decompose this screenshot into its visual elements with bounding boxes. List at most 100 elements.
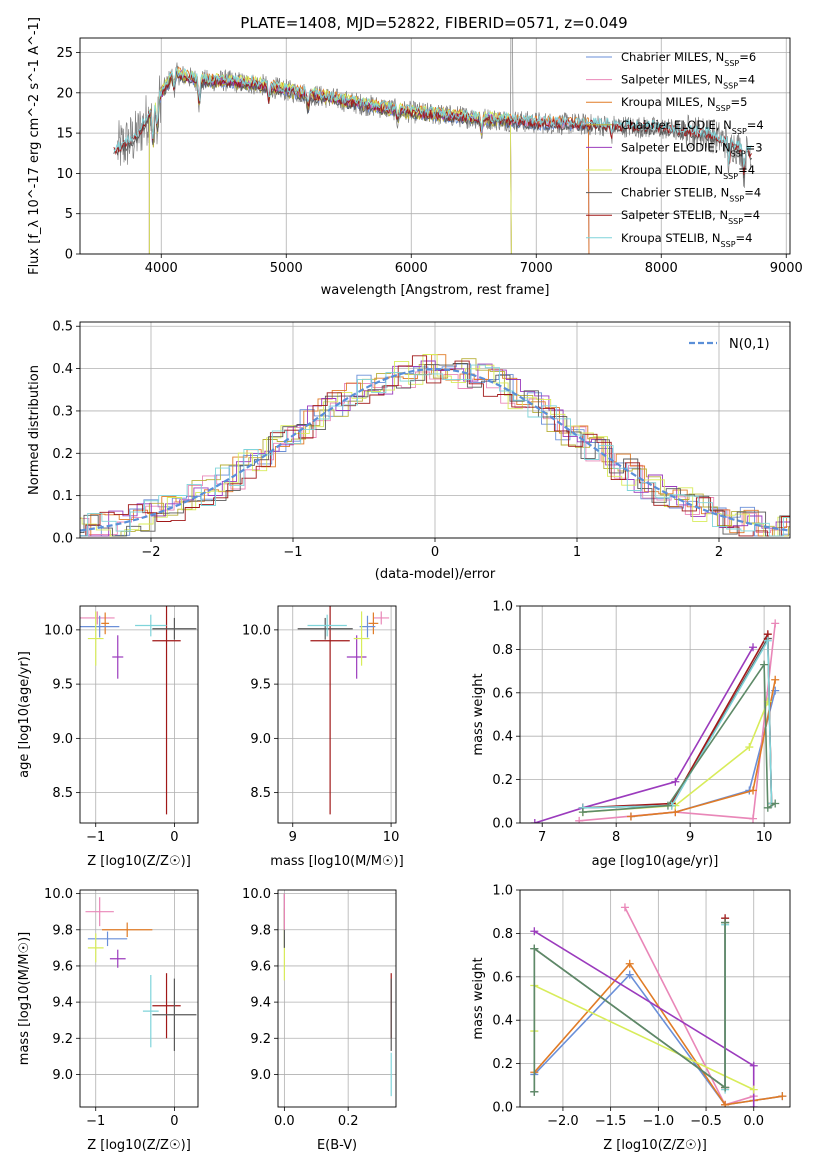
mass_vs_Z-frame xyxy=(79,889,199,1108)
plus-marker xyxy=(625,970,634,979)
x-tick-label: 4000 xyxy=(145,261,178,276)
y-tick-label: 9.6 xyxy=(250,959,271,974)
figure-title: PLATE=1408, MJD=52822, FIBERID=0571, z=0… xyxy=(240,14,627,32)
legend-entry: Salpeter ELODIE, NSSP=3 xyxy=(621,140,763,158)
x-tick-label: 0.2 xyxy=(338,1114,359,1129)
x-tick-label: 9 xyxy=(686,830,694,845)
legend-subscript: SSP xyxy=(728,217,743,226)
y-tick-label: 0.2 xyxy=(492,773,513,788)
y-tick-label: 9.0 xyxy=(52,732,73,747)
model-line-chabrier-elodie xyxy=(148,73,512,254)
plus-marker xyxy=(745,743,754,752)
x-tick-label: 10 xyxy=(756,830,773,845)
y-tick-label: 9.0 xyxy=(250,1068,271,1083)
plus-marker xyxy=(575,816,584,823)
mass_vs_EBV-x-label: E(B-V) xyxy=(317,1138,357,1153)
x-tick-label: 2 xyxy=(715,545,723,560)
model-line-kroupa-miles xyxy=(148,66,590,254)
plus-marker xyxy=(671,777,680,786)
legend-value: =4 xyxy=(738,163,755,177)
y-tick-label: 9.5 xyxy=(250,678,271,693)
y-tick-label: 20 xyxy=(56,86,73,101)
gaussian-reference-line xyxy=(80,367,790,532)
legend-value: =5 xyxy=(731,95,748,109)
spectrum-y-label: Flux [f_λ 10^-17 erg cm^-2 s^-1 A^-1] xyxy=(27,17,42,275)
y-tick-label: 0.0 xyxy=(492,1101,513,1116)
legend-subscript: SSP xyxy=(723,172,738,181)
weight_vs_Z-frame xyxy=(519,889,791,1108)
spectrum-legend: Chabrier MILES, NSSP=6 Salpeter MILES, NS… xyxy=(586,50,764,248)
histogram-salpeter-stelib xyxy=(80,355,790,537)
y-tick-label: 1.0 xyxy=(492,884,513,899)
histogram-salpeter-miles xyxy=(80,371,790,535)
histogram-kroupa-miles xyxy=(80,354,790,537)
y-tick-label: 9.2 xyxy=(52,1032,73,1047)
legend-value: =4 xyxy=(736,231,753,245)
y-tick-label: 15 xyxy=(56,127,73,142)
y-tick-label: 0.5 xyxy=(52,320,73,335)
plus-marker xyxy=(530,1087,539,1096)
weight_vs_age-frame xyxy=(519,605,791,824)
legend-subscript: SSP xyxy=(721,239,736,248)
spectrum-lines xyxy=(113,38,753,254)
weight_vs_Z-y-label: mass weight xyxy=(471,957,486,1039)
y-tick-label: 0.0 xyxy=(52,532,73,547)
age_vs_mass-frame xyxy=(277,605,397,824)
mass_vs_EBV-frame xyxy=(277,889,397,1108)
legend-entry: Chabrier ELODIE, NSSP=4 xyxy=(621,118,764,136)
x-tick-label: 5000 xyxy=(270,261,303,276)
mass_vs_EBV-points xyxy=(283,893,392,1097)
spectrum-frame xyxy=(79,37,791,255)
mass_vs_Z-x-label: Z [log10(Z/Z☉)] xyxy=(87,1138,191,1153)
plus-marker xyxy=(749,1085,758,1094)
x-tick-label: −1 xyxy=(86,830,105,845)
plus-marker xyxy=(626,812,635,821)
legend-value: =4 xyxy=(747,118,764,132)
x-tick-label: −1 xyxy=(283,545,302,560)
y-tick-label: 9.0 xyxy=(250,732,271,747)
y-tick-label: 0.6 xyxy=(492,970,513,985)
weight-line-kroupa-elodie xyxy=(533,984,755,1091)
legend-value: =4 xyxy=(738,73,755,87)
plus-marker xyxy=(749,786,758,795)
y-tick-label: 0.0 xyxy=(492,817,513,832)
weight-line-salpeter-miles xyxy=(624,907,754,1106)
y-tick-label: 8.5 xyxy=(52,786,73,801)
x-tick-label: −2 xyxy=(141,545,160,560)
y-tick-label: 9.8 xyxy=(250,923,271,938)
plus-marker xyxy=(663,801,672,810)
age_vs_Z-y-label: age [log10(age/yr)] xyxy=(17,651,32,778)
y-tick-label: 5 xyxy=(65,207,73,222)
model-line-kroupa-stelib xyxy=(113,66,752,168)
weight-line-kroupa-miles xyxy=(630,679,776,818)
histogram-chabrier-stelib xyxy=(80,363,790,537)
weight_vs_Z-x-label: Z [log10(Z/Z☉)] xyxy=(603,1138,707,1153)
age_vs_Z-points xyxy=(80,606,197,815)
legend-entry: Salpeter MILES, NSSP=4 xyxy=(621,73,755,91)
histogram-kroupa-elodie xyxy=(80,354,790,537)
plus-marker xyxy=(620,903,629,912)
plus-marker xyxy=(721,918,730,927)
x-tick-label: −1.0 xyxy=(643,1114,675,1129)
y-tick-label: 9.6 xyxy=(52,959,73,974)
legend-value: =6 xyxy=(739,50,756,64)
histogram-group xyxy=(80,354,790,537)
legend-subscript: SSP xyxy=(716,104,731,113)
x-tick-label: −2.0 xyxy=(547,1114,579,1129)
plus-marker xyxy=(625,959,634,968)
plus-marker xyxy=(530,819,539,823)
y-tick-label: 10.0 xyxy=(242,887,271,902)
y-tick-label: 0.4 xyxy=(492,1014,513,1029)
plus-marker xyxy=(771,799,780,808)
weight_vs_Z-lines xyxy=(530,903,787,1107)
plus-marker xyxy=(749,1061,758,1070)
mass_vs_EBV-axes: 0.0 0.2 9.0 9.2 9.4 9.6 9.8 10.0 xyxy=(242,887,396,1129)
weight_vs_age-y-label: mass weight xyxy=(471,673,486,755)
x-tick-label: 10 xyxy=(383,830,400,845)
histogram-kroupa-stelib xyxy=(80,364,790,537)
weight-line-salpeter-elodie xyxy=(533,930,755,1107)
y-tick-label: 8.5 xyxy=(250,786,271,801)
x-tick-label: 7000 xyxy=(520,261,553,276)
weight-line-extra xyxy=(533,922,726,1092)
